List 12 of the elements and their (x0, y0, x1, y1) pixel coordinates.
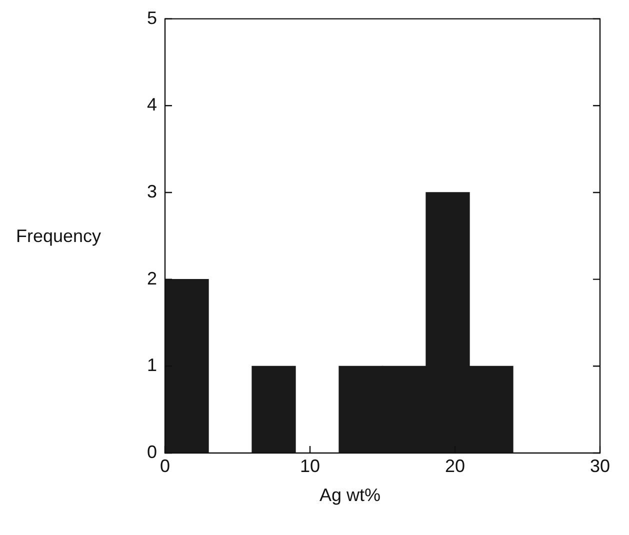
x-axis-title: Ag wt% (319, 485, 381, 506)
x-tick-label: 30 (590, 456, 610, 476)
y-tick-label: 3 (146, 181, 157, 202)
y-tick-label: 2 (146, 268, 157, 288)
y-tick-label: 4 (146, 94, 157, 115)
y-tick-label: 1 (146, 355, 157, 376)
y-tick-label: 0 (146, 442, 157, 462)
y-tick-label: 5 (146, 8, 157, 28)
x-tick-label: 10 (300, 456, 320, 476)
x-tick-label: 20 (444, 456, 466, 476)
x-tick-label: 0 (160, 456, 170, 476)
y-axis-title: Frequency (16, 226, 102, 247)
